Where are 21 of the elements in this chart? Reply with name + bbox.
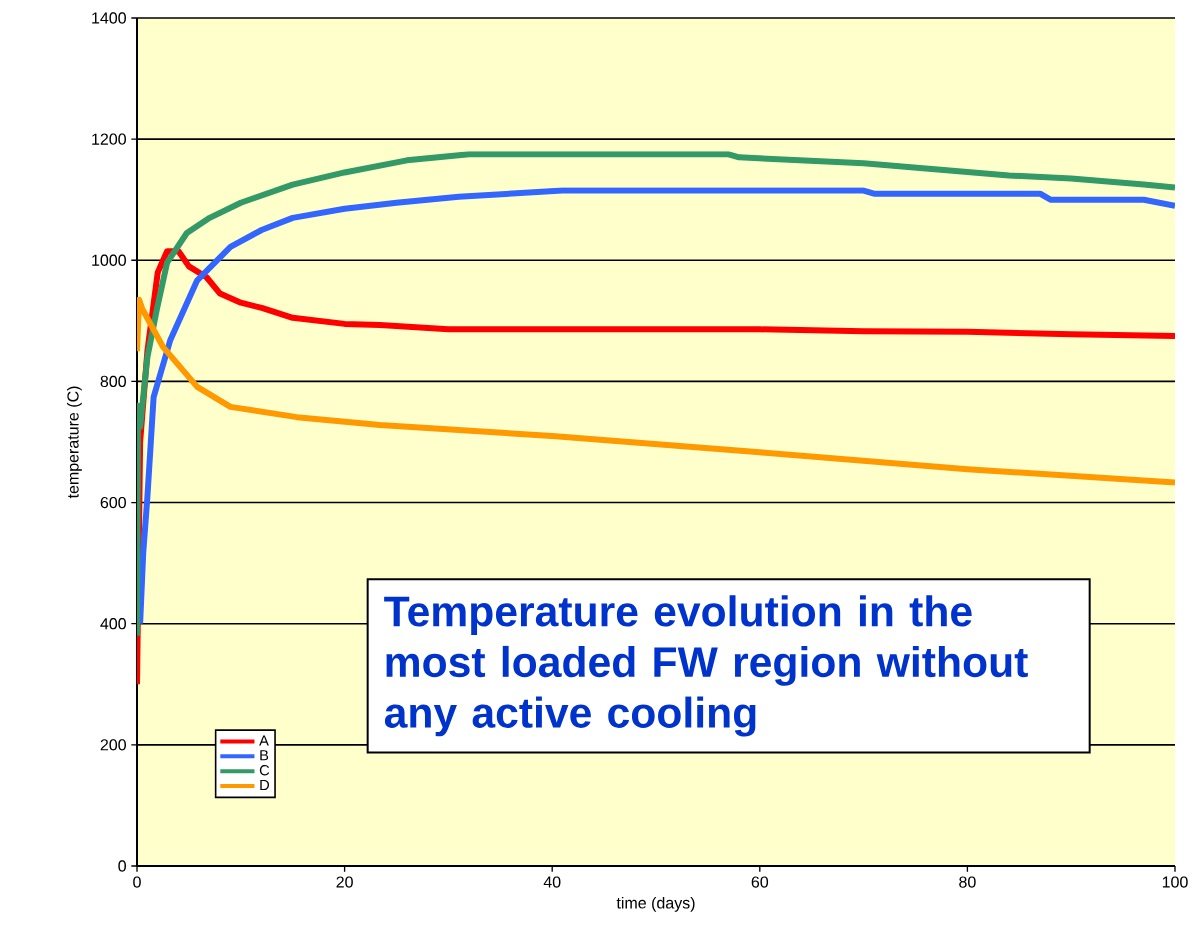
annotation: Temperature evolution in the most loaded FW region without any active cooling <box>384 595 1028 737</box>
x-tick-label: 20 <box>336 876 353 888</box>
legend-label: B <box>260 750 269 761</box>
y-tick-label: 400 <box>100 618 126 630</box>
x-tick-label: 40 <box>543 876 561 888</box>
y-tick-label: 1400 <box>92 12 126 24</box>
x-tick-label: 0 <box>133 876 141 888</box>
y-tick-label: 0 <box>118 860 126 872</box>
x-tick-label: 60 <box>751 876 769 888</box>
y-tick-label: 1200 <box>92 133 126 145</box>
x-tick-label: 100 <box>1162 876 1188 888</box>
legend-label: A <box>259 735 269 746</box>
y-tick-label: 600 <box>100 496 126 509</box>
x-axis-title: time (days) <box>616 896 695 912</box>
y-tick-label: 800 <box>100 375 126 388</box>
legend-label: C <box>259 765 270 776</box>
y-axis-title: temperature (C) <box>66 386 82 499</box>
y-tick-label: 1000 <box>92 254 126 266</box>
x-tick-label: 80 <box>959 876 976 888</box>
y-tick-label: 200 <box>100 739 126 751</box>
legend-label: D <box>260 779 270 791</box>
